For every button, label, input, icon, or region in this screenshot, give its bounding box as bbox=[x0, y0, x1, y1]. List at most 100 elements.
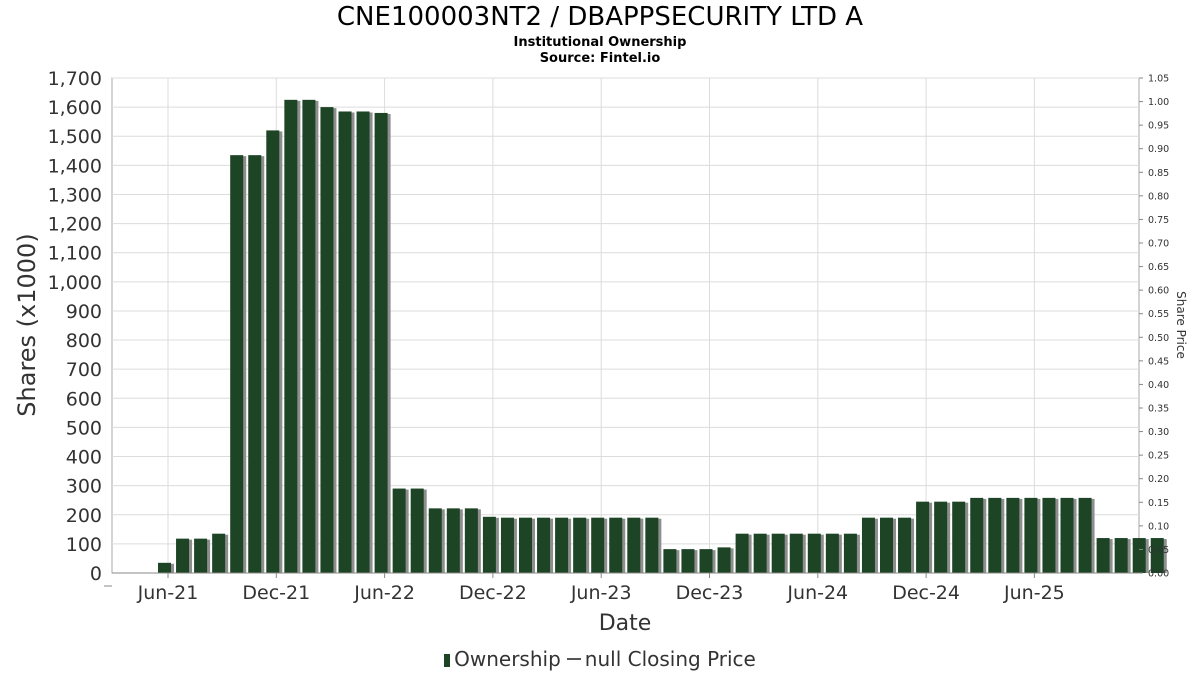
bar bbox=[410, 488, 424, 573]
bar bbox=[230, 155, 244, 574]
y-tick-label: 1,300 bbox=[48, 184, 102, 206]
legend: Ownership null Closing Price bbox=[0, 647, 1200, 671]
bar bbox=[176, 538, 190, 573]
bar bbox=[194, 538, 208, 573]
x-tick-label: Jun-23 bbox=[570, 582, 632, 604]
bar bbox=[519, 517, 532, 573]
x-tick-label: Dec-22 bbox=[459, 582, 527, 604]
plot-area bbox=[111, 77, 1140, 574]
bar bbox=[681, 549, 695, 573]
legend-ownership-swatch bbox=[444, 654, 451, 667]
bar bbox=[392, 488, 406, 573]
bar bbox=[735, 533, 749, 573]
bar bbox=[753, 533, 767, 573]
bar bbox=[158, 562, 171, 573]
y-tick-label: 1,200 bbox=[48, 214, 102, 236]
bar bbox=[627, 517, 641, 573]
y-tick-label: 600 bbox=[66, 388, 102, 410]
y2-tick-label: 1.05 bbox=[1148, 74, 1169, 85]
bar bbox=[428, 508, 442, 573]
bar bbox=[1132, 538, 1146, 573]
y2-tick-label: 0.15 bbox=[1148, 498, 1169, 509]
y-tick-label: 1,100 bbox=[48, 243, 102, 265]
bar bbox=[1078, 497, 1092, 573]
bar bbox=[771, 533, 785, 573]
bar bbox=[537, 517, 551, 573]
y-tick-label: 1,400 bbox=[48, 155, 102, 177]
bar bbox=[1096, 538, 1110, 573]
bar bbox=[898, 517, 912, 573]
bar bbox=[1060, 497, 1074, 573]
bar bbox=[861, 517, 875, 573]
y2-tick-label: 0.65 bbox=[1148, 262, 1169, 273]
y2-tick-label: 0.10 bbox=[1148, 521, 1169, 532]
y-tick-label: 900 bbox=[66, 301, 102, 323]
y-tick-label: 100 bbox=[66, 534, 102, 556]
y-tick-label: 500 bbox=[66, 417, 102, 439]
y-tick-label: 1,600 bbox=[48, 97, 102, 119]
x-tick-label: Jun-24 bbox=[786, 582, 848, 604]
y-tick-label: 300 bbox=[66, 476, 102, 498]
x-axis-ticks: Jun-21 Dec-21 Jun-22 Dec-22 Jun-23 Dec-23 Jun-… bbox=[104, 572, 1139, 604]
y-axis-label: Shares (x1000) bbox=[13, 233, 41, 416]
chart-source: Source: Fintel.io bbox=[539, 51, 661, 66]
bar bbox=[320, 107, 334, 573]
y-tick-label: 200 bbox=[66, 505, 102, 527]
legend-price-swatch bbox=[566, 658, 581, 660]
legend-ownership-label: Ownership bbox=[454, 647, 561, 671]
legend-price-label: null Closing Price bbox=[584, 647, 756, 671]
y2-tick-label: 0.85 bbox=[1148, 168, 1169, 179]
bar bbox=[609, 517, 623, 573]
y2-tick-label: 0.95 bbox=[1148, 121, 1169, 132]
y-tick-label: 1,700 bbox=[48, 68, 102, 90]
bar bbox=[482, 516, 496, 573]
bar bbox=[663, 549, 677, 573]
bar bbox=[645, 517, 659, 573]
bar bbox=[266, 130, 280, 574]
bar bbox=[248, 155, 262, 574]
y-tick-label: 800 bbox=[66, 330, 102, 352]
bar bbox=[843, 533, 857, 573]
bar bbox=[573, 517, 587, 573]
y2-tick-label: 0.20 bbox=[1148, 474, 1169, 485]
y2-tick-label: 0.90 bbox=[1148, 144, 1169, 155]
y-tick-label: 1,500 bbox=[48, 126, 102, 148]
bar bbox=[446, 508, 460, 573]
y2-tick-label: 0.75 bbox=[1148, 215, 1169, 226]
bar bbox=[717, 547, 731, 573]
y-axis-ticks: 0 100 200 300 400 500 600 700 800 900 1,000 1,100 1,… bbox=[48, 68, 102, 585]
x-tick-label: Dec-24 bbox=[892, 582, 960, 604]
bar bbox=[1006, 497, 1020, 573]
x-tick-label: Jun-21 bbox=[137, 582, 199, 604]
y2-tick-label: 0.45 bbox=[1148, 356, 1169, 367]
bar bbox=[789, 533, 803, 573]
x-tick-label: Dec-23 bbox=[676, 582, 744, 604]
y2-axis-label: Share Price bbox=[1174, 291, 1188, 359]
y-tick-label: 0 bbox=[90, 563, 102, 585]
gridlines bbox=[112, 77, 1139, 574]
bar bbox=[212, 533, 226, 573]
y-tick-label: 700 bbox=[66, 359, 102, 381]
y2-tick-label: 0.35 bbox=[1148, 404, 1169, 415]
bar bbox=[1024, 497, 1038, 573]
x-tick-label: Dec-21 bbox=[242, 582, 310, 604]
bar bbox=[952, 501, 966, 573]
y2-axis-ticks: 0.00 0.05 0.10 0.15 0.20 0.25 0.30 0.35 0.40 0.45… bbox=[1139, 74, 1169, 580]
y2-tick-label: 0.30 bbox=[1148, 427, 1169, 438]
bar bbox=[500, 517, 514, 573]
y2-tick-label: 0.55 bbox=[1148, 309, 1169, 320]
bar bbox=[1150, 538, 1164, 573]
x-tick-label: Jun-22 bbox=[353, 582, 415, 604]
y2-tick-label: 0.50 bbox=[1148, 333, 1169, 344]
bar bbox=[555, 517, 569, 573]
bar bbox=[1114, 538, 1128, 573]
bar bbox=[284, 99, 298, 574]
bar bbox=[934, 501, 948, 573]
y2-tick-label: 0.70 bbox=[1148, 239, 1169, 250]
bar bbox=[356, 111, 370, 573]
bar bbox=[699, 549, 713, 573]
y2-tick-label: 0.05 bbox=[1148, 545, 1169, 556]
bar bbox=[1042, 497, 1056, 573]
chart-subtitle: Institutional Ownership bbox=[513, 35, 687, 50]
